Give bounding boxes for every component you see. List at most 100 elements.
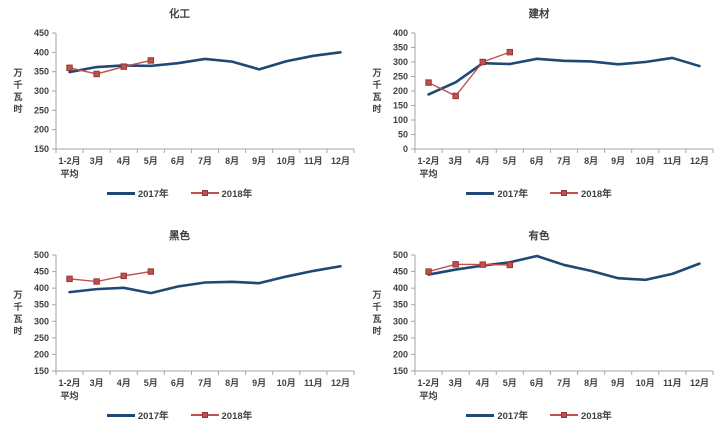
x-tick-label-line2: 平均 (420, 390, 438, 401)
x-tick-label: 6月 (530, 378, 544, 388)
x-tick-label: 8月 (225, 156, 239, 166)
y-tick-label: 200 (393, 349, 408, 359)
x-tick-label: 9月 (611, 378, 625, 388)
legend-item-2017: 2017年 (106, 408, 169, 422)
x-tick-label: 3月 (89, 156, 103, 166)
chart-title: 黑色 (169, 230, 190, 242)
series-2018-marker (452, 261, 459, 268)
y-tick-label: 300 (393, 57, 408, 67)
x-tick-label: 1-2月 (58, 156, 80, 166)
y-tick-label: 300 (33, 86, 48, 96)
y-tick-label: 250 (33, 333, 48, 343)
y-tick-label: 450 (33, 28, 48, 38)
x-tick-label: 4月 (476, 378, 490, 388)
x-tick-label: 12月 (330, 378, 349, 388)
y-axis-title-char: 时 (372, 325, 381, 336)
chart-title: 有色 (528, 230, 550, 242)
x-tick-label: 1-2月 (58, 378, 80, 388)
x-tick-label: 12月 (330, 156, 349, 166)
2017-line-swatch (106, 413, 135, 417)
chart-heise: 黑色 150 200 250 300 350 400 450 500 1-2月 平均 3月 4月 5月 6… (0, 222, 359, 444)
legend-label-2017: 2017年 (137, 189, 169, 200)
legend-label-2017: 2017年 (497, 411, 528, 422)
y-axis-title-char: 万 (371, 290, 381, 300)
series-2017-line (67, 264, 342, 295)
legend: 2017年 2018年 (0, 184, 359, 202)
legend: 2017年 2018年 (359, 406, 719, 424)
x-tick-label: 5月 (143, 156, 157, 166)
x-tick-label: 3月 (89, 378, 103, 388)
series-2018-marker (452, 92, 459, 100)
x-tick-label: 1-2月 (418, 156, 440, 166)
y-tick-label: 250 (33, 105, 48, 115)
x-tick-label-line2: 平均 (420, 168, 438, 179)
series-2018-marker (65, 275, 73, 283)
chart-youse: 有色 150 200 250 300 350 400 450 500 1-2月 平均 3月 4月 5月 6… (359, 222, 719, 444)
x-tick-label: 10月 (636, 378, 655, 388)
x-tick-label: 10月 (276, 156, 295, 166)
series-2018-marker (120, 272, 127, 280)
y-tick-label: 400 (393, 28, 408, 38)
y-axis-title-char: 瓦 (372, 92, 381, 102)
chart-title: 化工 (169, 8, 190, 20)
series-2018-line (428, 51, 511, 97)
x-tick-label: 11月 (304, 156, 323, 166)
x-tick-label: 5月 (503, 378, 517, 388)
series-2018-marker (147, 268, 154, 275)
2018-line-swatch (190, 412, 219, 418)
2018-square-marker-icon (561, 412, 567, 418)
y-tick-label: 500 (33, 250, 48, 260)
legend-label-2018: 2018年 (581, 411, 612, 422)
x-tick-label: 7月 (197, 378, 211, 388)
2018-square-marker-icon (201, 412, 208, 418)
y-tick-label: 350 (393, 300, 408, 310)
x-tick-label: 9月 (252, 378, 266, 388)
x-tick-label: 4月 (476, 156, 490, 166)
legend-label-2017: 2017年 (497, 189, 528, 200)
series-2018-line (428, 263, 510, 273)
legend-item-2018: 2018年 (190, 186, 252, 200)
x-tick-label: 11月 (663, 156, 682, 166)
y-axis-title-char: 瓦 (13, 314, 22, 324)
x-tick-label: 8月 (584, 156, 598, 166)
y-tick-label: 50 (398, 130, 408, 140)
y-tick-label: 200 (33, 125, 48, 135)
x-tick-label: 10月 (276, 378, 295, 388)
y-axis-title-char: 瓦 (372, 314, 381, 324)
series-2017-line (427, 254, 701, 282)
y-axis-title-char: 时 (372, 103, 381, 114)
x-tick-label: 9月 (611, 156, 625, 166)
chart-huagong: 化工 150 200 250 300 350 400 450 1-2月 平均 3月 4月 5月 6月 7月… (0, 0, 359, 222)
y-axis-title-char: 千 (13, 79, 22, 90)
y-axis-title-char: 千 (13, 301, 22, 312)
x-tick-label: 7月 (197, 156, 211, 166)
legend-label-2018: 2018年 (221, 411, 253, 422)
legend-label-2017: 2017年 (137, 411, 169, 422)
legend-item-2017: 2017年 (106, 186, 169, 200)
y-axis-title-char: 时 (13, 103, 22, 114)
x-tick-label: 7月 (557, 378, 571, 388)
chart-title: 建材 (528, 8, 550, 20)
y-tick-label: 450 (393, 267, 408, 277)
series-2018-marker (120, 63, 127, 70)
series-2018-line (68, 270, 151, 283)
y-tick-label: 150 (33, 366, 48, 376)
x-tick-label: 12月 (690, 378, 709, 388)
series-2018-marker (479, 58, 486, 66)
x-tick-label: 6月 (530, 156, 544, 166)
x-tick-label: 4月 (116, 156, 130, 166)
x-tick-label: 12月 (690, 156, 709, 166)
y-tick-label: 200 (33, 349, 48, 359)
y-tick-label: 200 (393, 86, 408, 96)
x-tick-label: 5月 (143, 378, 157, 388)
x-tick-label: 11月 (663, 378, 682, 388)
2017-line-swatch (106, 191, 135, 195)
series-2017-line (67, 51, 342, 74)
y-axis-title-char: 时 (13, 325, 22, 336)
y-tick-label: 350 (393, 43, 408, 53)
y-tick-label: 100 (393, 115, 408, 125)
x-tick-label: 8月 (584, 378, 598, 388)
